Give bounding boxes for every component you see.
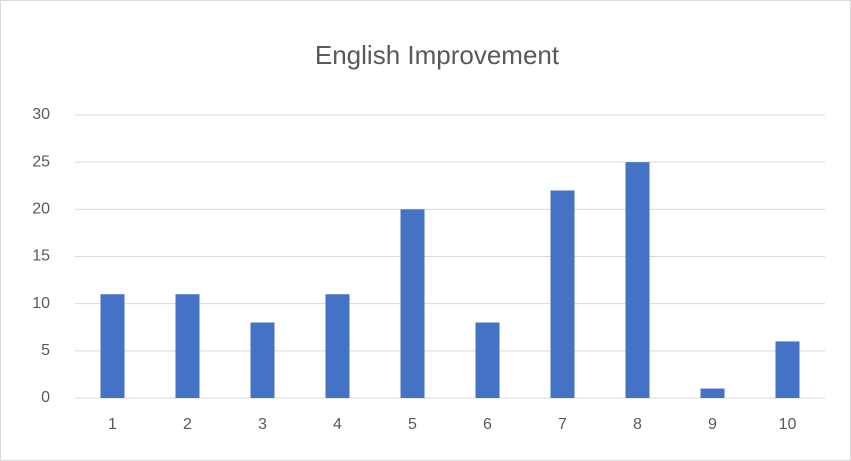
bar (625, 162, 650, 398)
chart-title: English Improvement (315, 40, 560, 70)
bar (475, 322, 500, 398)
y-tick-label: 15 (32, 248, 50, 265)
bar (175, 294, 200, 398)
y-tick-label: 10 (32, 295, 50, 312)
x-tick-label: 8 (633, 416, 642, 433)
x-tick-label: 9 (708, 416, 717, 433)
x-tick-label: 6 (483, 416, 492, 433)
y-tick-label: 5 (41, 342, 50, 359)
x-tick-label: 3 (258, 416, 267, 433)
bar (700, 388, 725, 398)
bar (250, 322, 275, 398)
x-tick-label: 4 (333, 416, 342, 433)
y-tick-label: 25 (32, 153, 50, 170)
bar (100, 294, 125, 398)
x-tick-label: 2 (183, 416, 192, 433)
x-tick-label: 7 (558, 416, 567, 433)
y-tick-label: 30 (32, 106, 50, 123)
bar (775, 341, 800, 398)
x-tick-label: 1 (108, 416, 117, 433)
y-tick-label: 20 (32, 201, 50, 218)
bar (325, 294, 350, 398)
x-tick-label: 10 (779, 416, 797, 433)
bar (550, 190, 575, 398)
x-tick-label: 5 (408, 416, 417, 433)
bar (400, 209, 425, 398)
y-tick-label: 0 (41, 389, 50, 406)
